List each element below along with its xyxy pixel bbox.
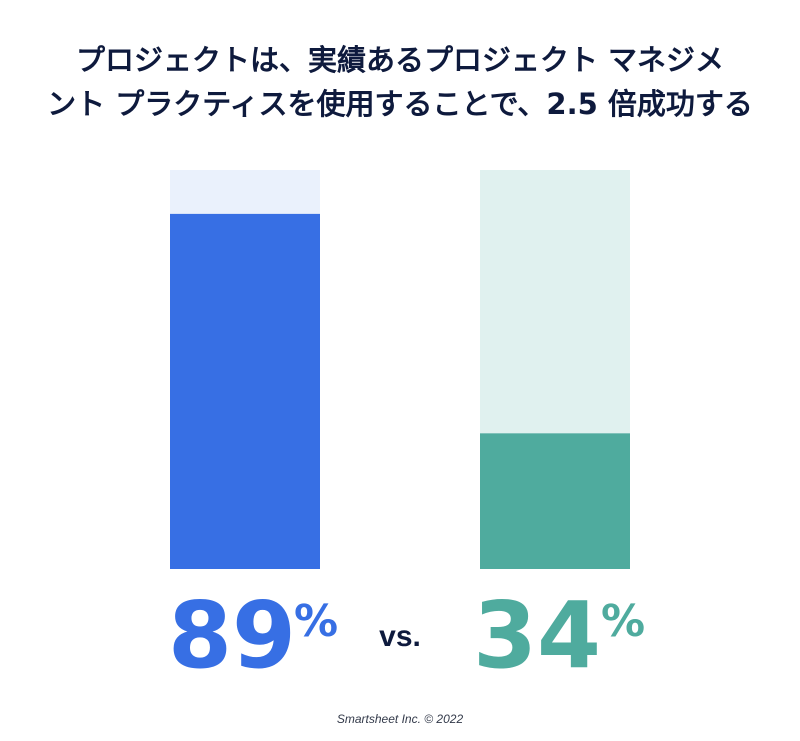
chart-title: プロジェクトは、実績あるプロジェクト マネジメ ント プラクティスを使用すること…: [20, 38, 780, 126]
bar-2-unit-label: %: [601, 596, 645, 647]
bar-1-unit-label: %: [294, 596, 338, 647]
bar-2: [480, 433, 630, 569]
chart-title-line-2: ント プラクティスを使用することで、2.5 倍成功する: [47, 87, 753, 121]
footer-credit: Smartsheet Inc. © 2022: [336, 712, 464, 726]
bar-2-value-label: 34: [473, 582, 601, 689]
chart-title-line-1: プロジェクトは、実績あるプロジェクト マネジメ: [75, 43, 725, 77]
bar-1: [170, 213, 320, 569]
bar-1-value-label: 89: [168, 582, 296, 689]
comparison-separator: vs.: [379, 620, 421, 653]
